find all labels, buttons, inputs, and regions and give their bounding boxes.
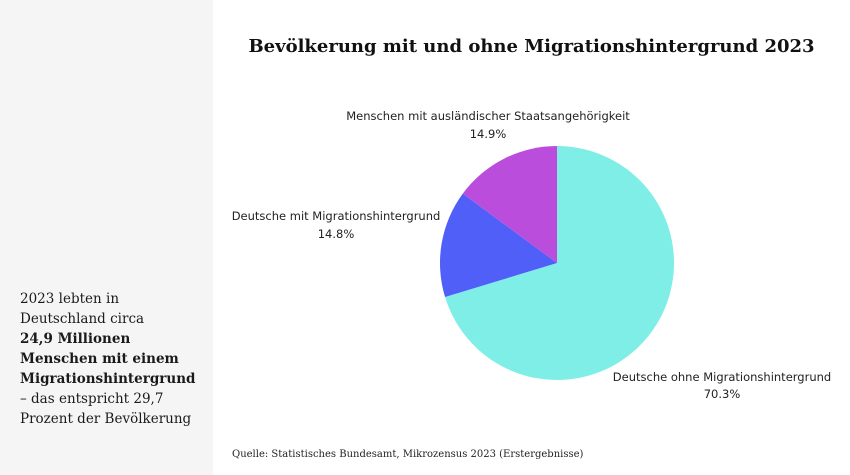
- pie-slice-1: [439, 193, 557, 298]
- slice-label-0: Deutsche ohne Migrationshintergrund: [613, 370, 831, 384]
- sidebar-line-2: 24,9 Millionen: [20, 331, 131, 347]
- source-note: Quelle: Statistisches Bundesamt, Mikroze…: [232, 449, 584, 460]
- sidebar-panel: 2023 lebten in Deutschland circa 24,9 Mill…: [0, 0, 213, 475]
- slice-value-label-1: 14.8%: [318, 227, 355, 241]
- pie-slice-0: [445, 146, 674, 381]
- sidebar-line-5: – das entspricht 29,7: [20, 391, 164, 407]
- sidebar-line-1: Deutschland circa: [20, 311, 145, 327]
- sidebar-line-4: Migrationshintergrund: [20, 371, 196, 387]
- chart-title: Bevölkerung mit und ohne Migrationshinte…: [248, 36, 815, 57]
- slice-value-label-0: 70.3%: [704, 387, 741, 401]
- slice-label-1: Deutsche mit Migrationshintergrund: [232, 209, 441, 223]
- pie-slice-2: [462, 146, 557, 263]
- slice-label-2: Menschen mit ausländischer Staatsangehör…: [346, 109, 630, 123]
- sidebar-summary-text: 2023 lebten in Deutschland circa 24,9 Mill…: [20, 289, 206, 429]
- slice-value-label-2: 14.9%: [470, 127, 507, 141]
- sidebar-line-0: 2023 lebten in: [20, 291, 120, 307]
- sidebar-line-3: Menschen mit einem: [20, 351, 179, 367]
- sidebar-line-6: Prozent der Bevölkerung: [20, 411, 192, 427]
